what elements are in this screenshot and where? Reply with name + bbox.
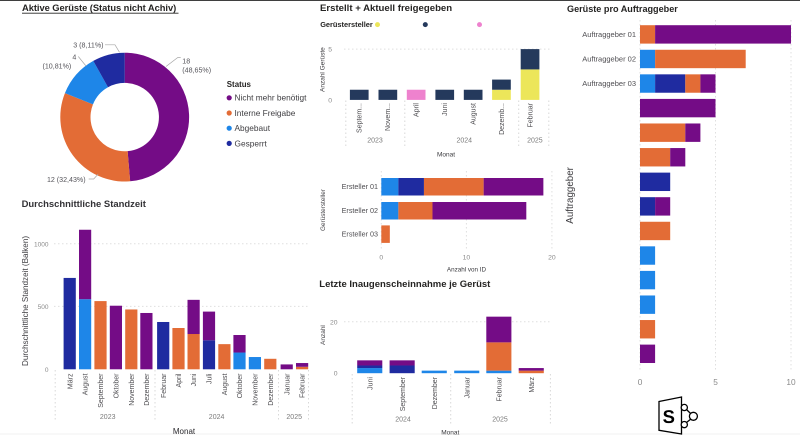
svg-text:0: 0 bbox=[45, 367, 49, 374]
svg-text:Aktive Gerüste (Status nicht A: Aktive Gerüste (Status nicht Achiv) bbox=[22, 3, 176, 13]
svg-text:Februar: Februar bbox=[497, 376, 504, 401]
svg-text:20: 20 bbox=[330, 319, 338, 326]
svg-text:Juni: Juni bbox=[442, 103, 449, 116]
svg-text:2024: 2024 bbox=[209, 414, 225, 421]
svg-text:Anzahl Gerüste: Anzahl Gerüste bbox=[320, 47, 327, 92]
svg-text:(10,81%): (10,81%) bbox=[43, 63, 72, 71]
svg-text:1000: 1000 bbox=[34, 241, 49, 248]
svg-text:April: April bbox=[414, 103, 421, 117]
svg-text:Dezember: Dezember bbox=[144, 373, 151, 406]
svg-text:Monat: Monat bbox=[437, 152, 455, 159]
svg-text:Februar: Februar bbox=[528, 102, 535, 127]
svg-text:Auftraggeber 01: Auftraggeber 01 bbox=[582, 30, 636, 39]
svg-text:Dezember: Dezember bbox=[432, 376, 439, 409]
svg-text:Januar: Januar bbox=[464, 376, 471, 398]
svg-text:2024: 2024 bbox=[457, 138, 473, 145]
svg-text:September: September bbox=[400, 376, 407, 411]
svg-text:Anzahl von ID: Anzahl von ID bbox=[447, 267, 487, 274]
svg-text:0: 0 bbox=[638, 377, 643, 387]
svg-text:Septem...: Septem... bbox=[357, 103, 364, 133]
svg-text:0: 0 bbox=[328, 97, 332, 104]
svg-text:5: 5 bbox=[713, 377, 718, 387]
svg-text:Interne Freigabe: Interne Freigabe bbox=[235, 108, 296, 118]
svg-text:0: 0 bbox=[379, 255, 383, 262]
svg-text:April: April bbox=[176, 373, 183, 387]
svg-text:12 (32,43%): 12 (32,43%) bbox=[47, 176, 86, 184]
svg-text:2023: 2023 bbox=[367, 138, 383, 145]
svg-text:2025: 2025 bbox=[492, 417, 508, 424]
svg-text:Ersteller 03: Ersteller 03 bbox=[342, 230, 378, 239]
svg-text:(48,65%): (48,65%) bbox=[182, 67, 211, 75]
svg-text:Gerüstersteller: Gerüstersteller bbox=[320, 20, 373, 29]
svg-text:November: November bbox=[129, 373, 136, 406]
svg-text:August: August bbox=[83, 373, 90, 395]
svg-text:Auftraggeber: Auftraggeber bbox=[565, 166, 576, 223]
svg-text:Anzahl: Anzahl bbox=[320, 325, 327, 345]
svg-text:März: März bbox=[67, 373, 74, 389]
svg-text:Oktober: Oktober bbox=[237, 373, 244, 399]
svg-text:Nicht mehr benötigt: Nicht mehr benötigt bbox=[235, 93, 308, 103]
svg-text:18: 18 bbox=[182, 58, 190, 66]
svg-text:10: 10 bbox=[463, 255, 471, 262]
svg-text:Durchschnittliche Standzeit (B: Durchschnittliche Standzeit (Balken) bbox=[21, 236, 30, 366]
svg-text:5: 5 bbox=[328, 47, 332, 54]
svg-text:Juni: Juni bbox=[367, 377, 374, 390]
svg-text:Auftraggeber 02: Auftraggeber 02 bbox=[582, 55, 636, 64]
svg-text:August: August bbox=[222, 373, 229, 395]
svg-text:2025: 2025 bbox=[527, 138, 543, 145]
svg-text:Abgebaut: Abgebaut bbox=[235, 123, 271, 133]
svg-text:2024: 2024 bbox=[395, 417, 411, 424]
svg-text:Gerüste pro Auftraggeber: Gerüste pro Auftraggeber bbox=[567, 4, 678, 14]
svg-text:0: 0 bbox=[334, 371, 338, 378]
svg-text:Status: Status bbox=[227, 80, 252, 89]
svg-text:Ersteller 01: Ersteller 01 bbox=[342, 182, 378, 191]
svg-text:November: November bbox=[253, 373, 260, 406]
svg-text:Erstellt + Aktuell freigegeben: Erstellt + Aktuell freigegeben bbox=[320, 3, 452, 14]
svg-text:Novem...: Novem... bbox=[385, 103, 392, 131]
svg-text:500: 500 bbox=[38, 304, 49, 311]
svg-text:Auftraggeber 03: Auftraggeber 03 bbox=[582, 79, 636, 88]
svg-text:Gesperrt: Gesperrt bbox=[235, 138, 268, 148]
svg-text:Gerüstersteller: Gerüstersteller bbox=[320, 188, 327, 231]
svg-text:Januar: Januar bbox=[284, 373, 291, 395]
svg-text:20: 20 bbox=[548, 255, 556, 262]
svg-text:September: September bbox=[98, 373, 105, 408]
svg-text:10: 10 bbox=[786, 377, 796, 387]
svg-text:Dezember: Dezember bbox=[268, 373, 275, 406]
svg-text:Februar: Februar bbox=[300, 373, 307, 398]
svg-text:3 (8,11%): 3 (8,11%) bbox=[73, 41, 103, 49]
svg-text:August: August bbox=[471, 103, 478, 125]
svg-text:Durchschnittliche Standzeit: Durchschnittliche Standzeit bbox=[22, 199, 147, 210]
svg-text:Monat: Monat bbox=[441, 430, 459, 437]
svg-text:Dezemb...: Dezemb... bbox=[499, 103, 506, 135]
svg-text:Juli: Juli bbox=[207, 373, 214, 384]
svg-text:Februar: Februar bbox=[161, 373, 168, 398]
svg-text:Juni: Juni bbox=[191, 373, 198, 386]
svg-text:März: März bbox=[529, 377, 536, 393]
svg-text:Oktober: Oktober bbox=[114, 373, 121, 399]
svg-text:Ersteller 02: Ersteller 02 bbox=[342, 206, 378, 215]
svg-text:2023: 2023 bbox=[100, 414, 116, 421]
svg-text:Letzte Inaugenscheinnahme je G: Letzte Inaugenscheinnahme je Gerüst bbox=[319, 279, 491, 290]
svg-text:4: 4 bbox=[72, 53, 76, 61]
svg-text:2025: 2025 bbox=[286, 414, 302, 421]
svg-text:Monat: Monat bbox=[173, 427, 196, 436]
